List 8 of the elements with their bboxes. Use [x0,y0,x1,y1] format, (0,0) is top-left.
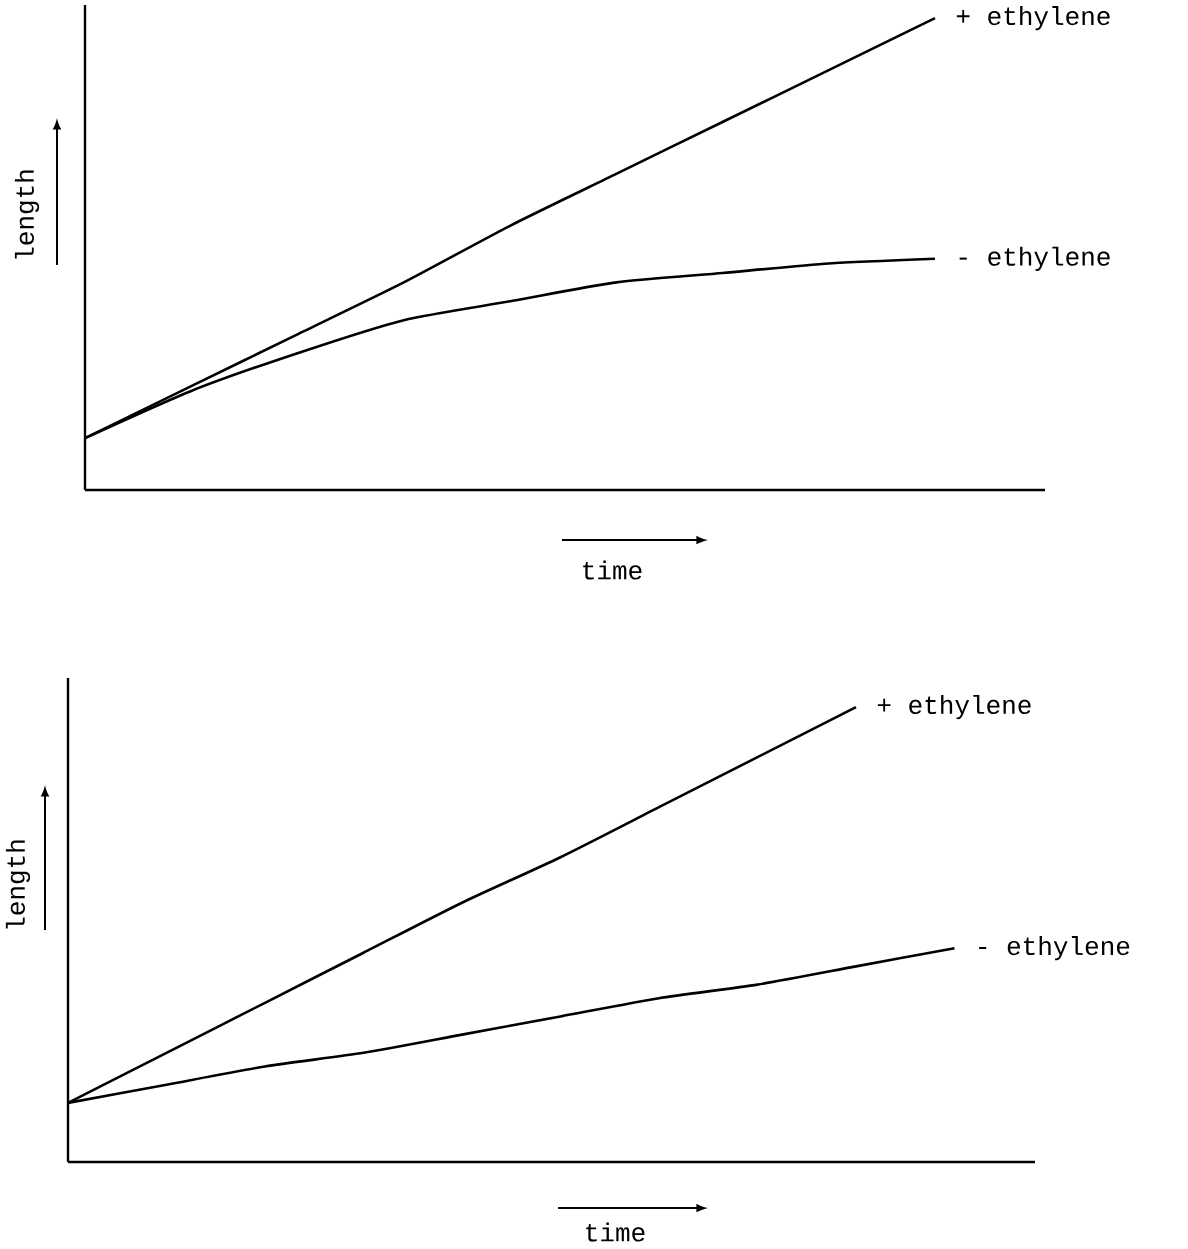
series-label: - ethylene [959,246,1110,271]
y-axis-title: length [14,170,40,259]
series-label: + ethylene [877,694,1031,720]
series-label: + ethylene [956,6,1110,31]
y-axis-title: length [5,840,31,929]
series-label: - ethylene [979,936,1130,961]
x-axis-title: time [586,1222,645,1242]
x-axis-title: time [583,560,642,580]
